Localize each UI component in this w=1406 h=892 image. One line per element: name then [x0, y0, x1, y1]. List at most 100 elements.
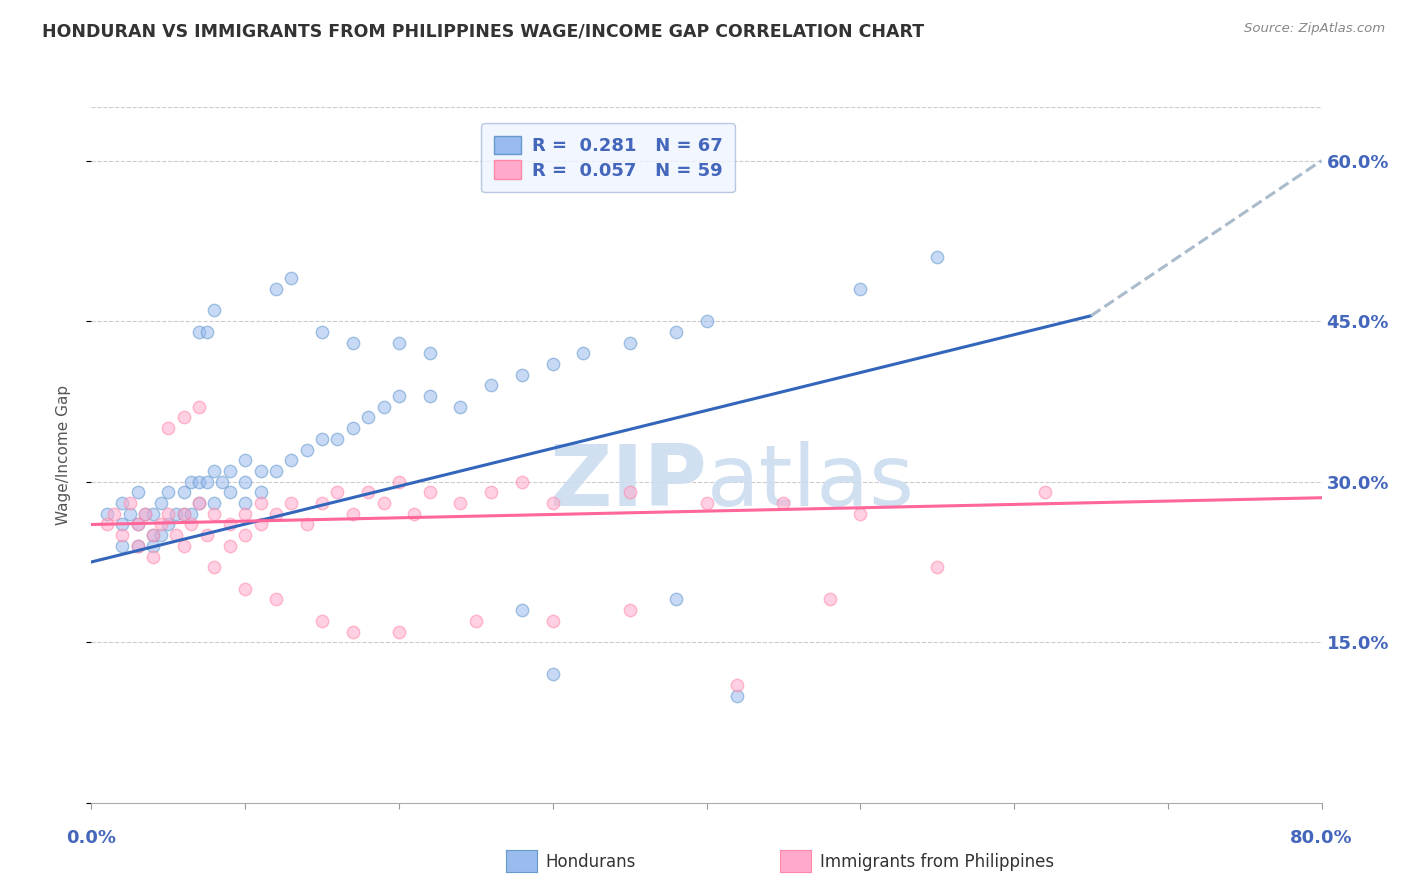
- Point: [264, 592, 287, 607]
- Point: [188, 400, 211, 414]
- Point: [264, 282, 287, 296]
- Point: [233, 496, 256, 510]
- Point: [264, 464, 287, 478]
- Point: [541, 614, 564, 628]
- Point: [127, 517, 149, 532]
- Text: 80.0%: 80.0%: [1291, 829, 1353, 847]
- Point: [180, 507, 202, 521]
- Text: Source: ZipAtlas.com: Source: ZipAtlas.com: [1244, 22, 1385, 36]
- Point: [233, 453, 256, 467]
- Point: [142, 539, 165, 553]
- Point: [249, 496, 271, 510]
- Point: [157, 507, 180, 521]
- Point: [280, 271, 302, 285]
- Point: [142, 528, 165, 542]
- Y-axis label: Wage/Income Gap: Wage/Income Gap: [56, 384, 70, 525]
- Point: [188, 496, 211, 510]
- Point: [142, 549, 165, 564]
- Point: [157, 517, 180, 532]
- Point: [233, 507, 256, 521]
- Point: [195, 528, 218, 542]
- Point: [96, 507, 118, 521]
- Point: [188, 475, 211, 489]
- Point: [134, 507, 156, 521]
- Point: [96, 517, 118, 532]
- Point: [157, 485, 180, 500]
- Point: [619, 335, 641, 350]
- Point: [127, 539, 149, 553]
- Point: [165, 528, 187, 542]
- Point: [188, 325, 211, 339]
- Point: [173, 485, 195, 500]
- Point: [311, 432, 333, 446]
- Point: [149, 528, 172, 542]
- Point: [202, 303, 225, 318]
- Point: [849, 507, 872, 521]
- Point: [127, 485, 149, 500]
- Point: [188, 496, 211, 510]
- Text: 0.0%: 0.0%: [66, 829, 117, 847]
- Point: [419, 346, 441, 360]
- Text: Immigrants from Philippines: Immigrants from Philippines: [820, 853, 1054, 871]
- Point: [165, 507, 187, 521]
- Point: [295, 517, 318, 532]
- Point: [772, 496, 794, 510]
- Text: HONDURAN VS IMMIGRANTS FROM PHILIPPINES WAGE/INCOME GAP CORRELATION CHART: HONDURAN VS IMMIGRANTS FROM PHILIPPINES …: [42, 22, 924, 40]
- Point: [173, 410, 195, 425]
- Point: [572, 346, 595, 360]
- Point: [157, 421, 180, 435]
- Point: [619, 603, 641, 617]
- Point: [342, 624, 364, 639]
- Point: [665, 325, 688, 339]
- Point: [195, 325, 218, 339]
- Point: [233, 475, 256, 489]
- Text: Hondurans: Hondurans: [546, 853, 636, 871]
- Point: [218, 539, 240, 553]
- Point: [696, 314, 718, 328]
- Point: [479, 378, 502, 392]
- Point: [849, 282, 872, 296]
- Point: [233, 528, 256, 542]
- Point: [173, 507, 195, 521]
- Point: [510, 368, 533, 382]
- Point: [111, 517, 134, 532]
- Point: [233, 582, 256, 596]
- Point: [311, 325, 333, 339]
- Point: [127, 517, 149, 532]
- Point: [180, 475, 202, 489]
- Point: [449, 496, 471, 510]
- Point: [342, 507, 364, 521]
- Point: [211, 475, 233, 489]
- Point: [404, 507, 426, 521]
- Point: [127, 539, 149, 553]
- Point: [373, 496, 395, 510]
- Point: [342, 421, 364, 435]
- Text: ZIP: ZIP: [548, 442, 706, 524]
- Point: [388, 475, 411, 489]
- Point: [195, 475, 218, 489]
- Point: [118, 507, 141, 521]
- Point: [696, 496, 718, 510]
- Point: [149, 517, 172, 532]
- Legend: R =  0.281   N = 67, R =  0.057   N = 59: R = 0.281 N = 67, R = 0.057 N = 59: [481, 123, 735, 193]
- Point: [173, 507, 195, 521]
- Point: [202, 560, 225, 574]
- Point: [419, 485, 441, 500]
- Text: atlas: atlas: [706, 442, 914, 524]
- Point: [927, 560, 949, 574]
- Point: [249, 517, 271, 532]
- Point: [142, 507, 165, 521]
- Point: [541, 667, 564, 681]
- Point: [665, 592, 688, 607]
- Point: [388, 335, 411, 350]
- Point: [373, 400, 395, 414]
- Point: [173, 539, 195, 553]
- Point: [388, 389, 411, 403]
- Point: [202, 496, 225, 510]
- Point: [818, 592, 841, 607]
- Point: [619, 485, 641, 500]
- Point: [202, 464, 225, 478]
- Point: [218, 464, 240, 478]
- Point: [388, 624, 411, 639]
- Point: [510, 603, 533, 617]
